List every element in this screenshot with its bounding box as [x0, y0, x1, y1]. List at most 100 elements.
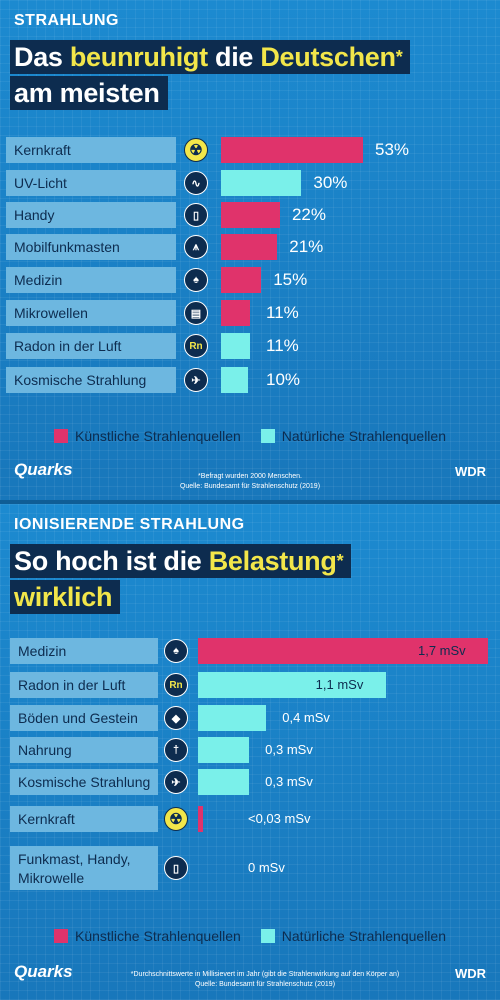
bar-row: UV-Licht ∿ 30% [6, 170, 500, 196]
bar-row: Böden und Gestein ◆ 0,4 mSv [10, 705, 500, 731]
bar-row: Kernkraft ☢ 53% [6, 137, 500, 163]
bar-row: Funkmast, Handy, Mikrowelle ▯ 0 mSv [10, 846, 500, 890]
value-label: 15% [273, 270, 308, 289]
bar [198, 672, 386, 698]
footnote-line: *Befragt wurden 2000 Menschen. [198, 473, 302, 480]
bar [198, 769, 250, 795]
bar [221, 170, 302, 196]
headline-text: die [207, 42, 261, 72]
bar-row: Radon in der Luft Rn 11% [6, 333, 500, 359]
smartphone-icon: ▯ [164, 856, 188, 880]
microwave-icon: ▤ [184, 301, 208, 325]
bar [198, 638, 488, 664]
bar [221, 300, 251, 326]
bar [221, 367, 248, 393]
category-label: Mobilfunkmasten [6, 234, 176, 260]
legend-item-natuerlich: Natürliche Strahlenquellen [260, 928, 446, 944]
category-label: Handy [6, 202, 176, 228]
category-label: Mikrowellen [6, 300, 176, 326]
category-label: Medizin [6, 267, 176, 293]
radon-rn-icon: Rn [184, 334, 208, 358]
kicker: STRAHLUNG [14, 12, 119, 29]
lungs-icon: ♠ [184, 268, 208, 292]
headline-line-2: wirklich [10, 580, 121, 614]
bar [221, 333, 251, 359]
bar-row: Mobilfunkmasten ⩚ 21% [6, 234, 500, 260]
value-label: 0 mSv [248, 860, 285, 875]
fork-knife-icon: † [164, 738, 188, 762]
bar [221, 137, 363, 163]
source-line: Quelle: Bundesamt für Strahlenschutz (20… [194, 981, 336, 988]
antenna-icon: ⩚ [184, 235, 208, 259]
airplane-icon: ✈ [184, 368, 208, 392]
legend-label: Künstliche Strahlenquellen [75, 928, 241, 944]
legend-label: Künstliche Strahlenquellen [75, 428, 241, 444]
headline-highlight: beunruhigt [69, 42, 208, 72]
bar-row: Mikrowellen ▤ 11% [6, 300, 500, 326]
chart-panel-exposure: IONISIERENDE STRAHLUNG So hoch ist die B… [0, 504, 500, 1000]
category-label: Kosmische Strahlung [6, 367, 176, 393]
legend-swatch [54, 929, 68, 943]
value-label: 11% [266, 303, 299, 322]
value-label: 0,3 mSv [265, 774, 313, 789]
legend-swatch [260, 929, 275, 943]
value-label: 53% [375, 140, 410, 159]
legend-swatch [260, 429, 275, 443]
value-label: 0,3 mSv [265, 742, 313, 757]
category-label: Medizin [10, 638, 158, 664]
bar-row: Kosmische Strahlung ✈ 0,3 mSv [10, 769, 500, 795]
headline-text: So hoch ist die [14, 546, 209, 576]
smartphone-icon: ▯ [184, 203, 208, 227]
category-label: UV-Licht [6, 170, 176, 196]
radiation-icon: ☢ [164, 807, 188, 831]
category-label: Kernkraft [10, 806, 158, 832]
bar [198, 737, 250, 763]
headline-star: * [336, 551, 344, 571]
bar-row: Radon in der Luft Rn 1,1 mSv [10, 672, 500, 698]
bar-row: Medizin ♠ 1,7 mSv [10, 638, 500, 664]
headline-star: * [395, 47, 403, 67]
footnote: *Befragt wurden 2000 Menschen. Quelle: B… [0, 472, 500, 492]
legend: Künstliche Strahlenquellen Natürliche St… [0, 928, 500, 944]
wdr-logo: WDR [454, 966, 486, 981]
wdr-logo: WDR [454, 464, 486, 479]
bar-row: Kernkraft ☢ <0,03 mSv [10, 806, 500, 832]
radiation-icon: ☢ [184, 138, 208, 162]
value-label: 1,1 mSv [315, 677, 364, 692]
value-label: 1,7 mSv [418, 643, 466, 658]
category-label: Nahrung [10, 737, 158, 763]
value-label: 22% [291, 205, 326, 224]
footnote-line: *Durchschnittswerte in Millisievert im J… [130, 971, 400, 978]
headline-highlight: Belastung [208, 546, 337, 576]
value-label: <0,03 mSv [248, 811, 311, 826]
quarks-logo: Quarks [14, 962, 73, 981]
value-label: 10% [266, 370, 301, 389]
legend-item-natuerlich: Natürliche Strahlenquellen [260, 428, 446, 444]
category-label: Radon in der Luft [10, 672, 158, 698]
source-line: Quelle: Bundesamt für Strahlenschutz (20… [179, 483, 321, 490]
headline-line-1: So hoch ist die Belastung* [10, 544, 352, 578]
radon-rn-icon: Rn [164, 673, 188, 697]
lungs-icon: ♠ [164, 639, 188, 663]
headline-highlight: wirklich [14, 582, 113, 612]
bar-row: Nahrung † 0,3 mSv [10, 737, 500, 763]
headline-line-2: am meisten [10, 76, 168, 110]
bar-row: Kosmische Strahlung ✈ 10% [6, 367, 500, 393]
bar-row: Handy ▯ 22% [6, 202, 500, 228]
uv-wave-icon: ∿ [184, 171, 208, 195]
bar-row: Medizin ♠ 15% [6, 267, 500, 293]
category-label: Böden und Gestein [10, 705, 158, 731]
category-label: Kosmische Strahlung [10, 769, 158, 795]
bar [221, 202, 280, 228]
quarks-logo: Quarks [14, 460, 73, 479]
chart-panel-concerns: STRAHLUNG Das beunruhigt die Deutschen* … [0, 0, 500, 500]
bar [221, 267, 262, 293]
footnote: *Durchschnittswerte in Millisievert im J… [90, 970, 440, 990]
bar [198, 806, 204, 832]
kicker: IONISIERENDE STRAHLUNG [14, 516, 245, 533]
headline-highlight: Deutschen [260, 42, 396, 72]
rock-icon: ◆ [164, 706, 188, 730]
legend-label: Natürliche Strahlenquellen [281, 928, 446, 944]
divider [0, 500, 500, 504]
legend-item-kuenstlich: Künstliche Strahlenquellen [54, 428, 241, 444]
